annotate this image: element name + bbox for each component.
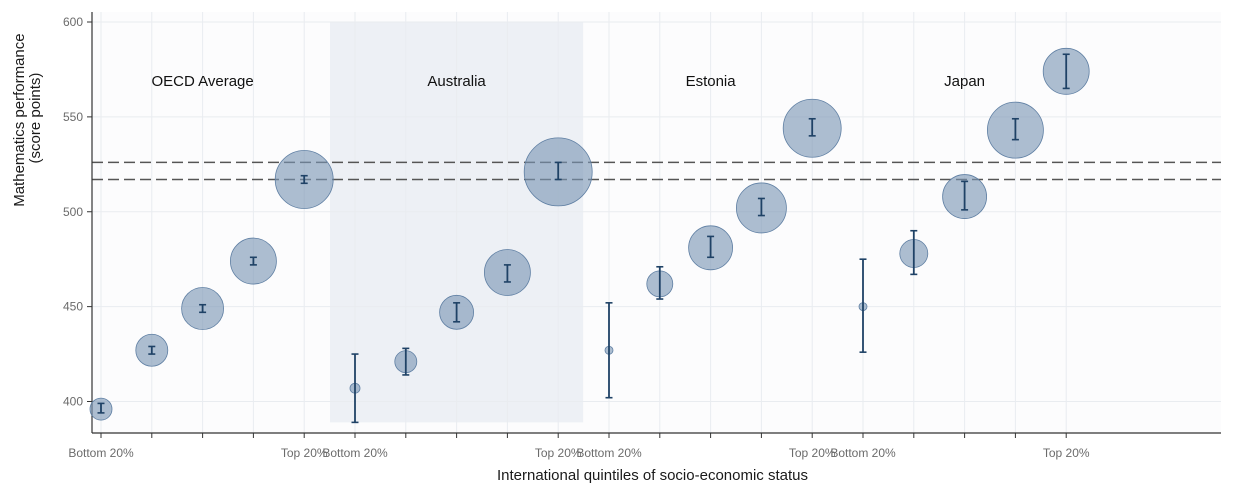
x-tick-label-bottom: Bottom 20%: [830, 446, 896, 460]
data-marks: [89, 47, 1090, 424]
y-tick-label: 400: [63, 395, 83, 409]
panel-title-australia: Australia: [427, 73, 486, 90]
x-tick-label-top: Top 20%: [1043, 446, 1090, 460]
y-tick-label: 450: [63, 300, 83, 314]
panel-titles: OECD Average Australia Estonia Japan: [151, 73, 985, 90]
panel-title-oecd-average: OECD Average: [151, 73, 253, 90]
panel-title-japan: Japan: [944, 73, 985, 90]
gridlines: [92, 12, 1221, 433]
reference-lines: [92, 161, 1221, 181]
x-axis-title: International quintiles of socio-economi…: [497, 467, 808, 484]
x-tick-label-top: Top 20%: [281, 446, 328, 460]
x-tick-label-bottom: Bottom 20%: [322, 446, 388, 460]
y-tick-label: 600: [63, 15, 83, 29]
x-tick-label-top: Top 20%: [789, 446, 836, 460]
y-axis-title-line-2: (score points): [27, 73, 44, 164]
plot-area: [92, 12, 1221, 433]
y-tick-label: 550: [63, 110, 83, 124]
x-tick-label-bottom: Bottom 20%: [576, 446, 642, 460]
x-tick-label-top: Top 20%: [535, 446, 582, 460]
y-tick-label: 500: [63, 205, 83, 219]
y-axis-title-line-1: Mathematics performance: [11, 33, 28, 206]
y-axis-title: Mathematics performance (score points): [11, 29, 44, 207]
panel-title-estonia: Estonia: [686, 73, 737, 90]
x-tick-label-bottom: Bottom 20%: [68, 446, 134, 460]
